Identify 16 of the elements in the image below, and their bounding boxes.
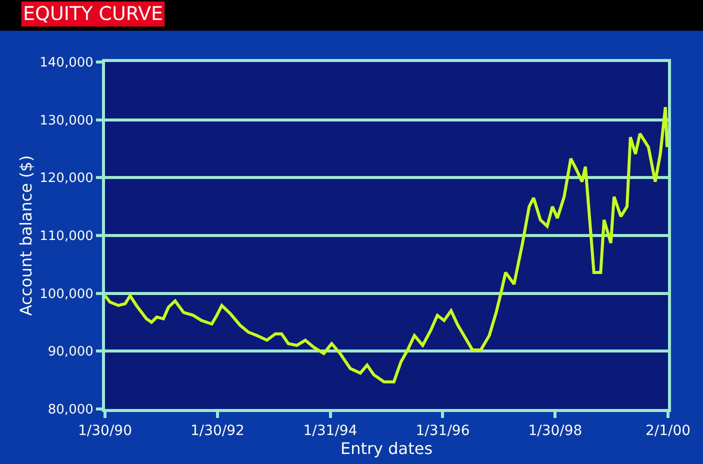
y-tick-label: 110,000 — [40, 229, 94, 244]
x-tick-label: 1/31/96 — [416, 422, 470, 439]
y-tick-label: 140,000 — [40, 56, 94, 71]
x-tick-label: 2/1/00 — [645, 422, 691, 439]
x-tick-label: 1/30/92 — [190, 422, 244, 439]
chart-title: EQUITY CURVE — [23, 3, 164, 25]
y-tick-label: 100,000 — [40, 286, 94, 302]
y-tick-label: 90,000 — [48, 344, 94, 360]
x-tick-label: 1/31/94 — [303, 422, 358, 439]
x-tick-label: 1/30/98 — [528, 422, 582, 439]
y-axis-title: Account balance ($) — [16, 155, 36, 316]
y-tick-label: 80,000 — [48, 402, 94, 418]
y-tick-label: 120,000 — [40, 171, 94, 186]
y-tick-label: 130,000 — [40, 113, 94, 128]
x-axis-title: Entry dates — [340, 438, 433, 458]
x-tick-label: 1/30/90 — [78, 422, 132, 439]
